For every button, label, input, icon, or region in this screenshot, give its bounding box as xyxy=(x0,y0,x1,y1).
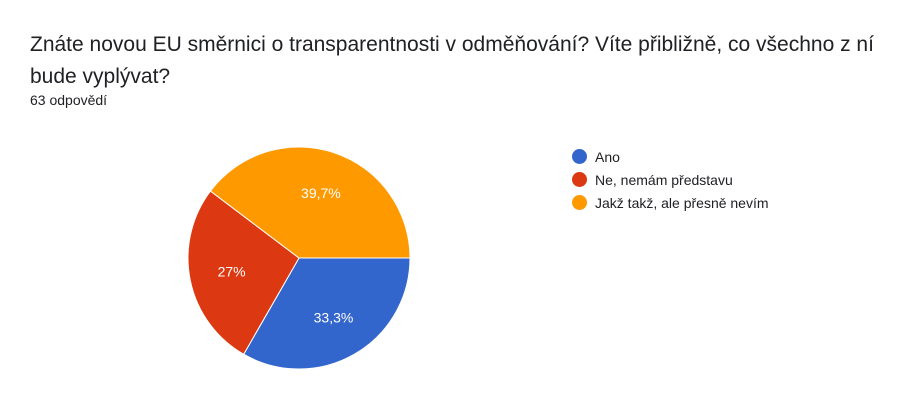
legend-label-1: Ne, nemám představu xyxy=(595,171,733,188)
legend-item-0[interactable]: Ano xyxy=(572,145,769,168)
pie-slice-1[interactable] xyxy=(187,190,300,355)
pie-slice-label-0: 33,3% xyxy=(314,310,354,326)
legend-swatch-2 xyxy=(572,195,587,210)
legend-label-0: Ano xyxy=(595,148,620,165)
legend-item-2[interactable]: Jakž takž, ale přesně nevím xyxy=(572,191,769,214)
legend-swatch-0 xyxy=(572,149,587,164)
legend-label-2: Jakž takž, ale přesně nevím xyxy=(595,194,769,211)
chart-legend: Ano Ne, nemám představu Jakž takž, ale pře… xyxy=(572,145,769,214)
pie-slice-label-2: 39,7% xyxy=(301,185,341,201)
question-title: Znáte novou EU směrnici o transparentnos… xyxy=(30,33,874,88)
pie-slice-0[interactable] xyxy=(243,257,411,370)
pie-slice-label-1: 27% xyxy=(218,264,246,280)
pie-slice-2[interactable] xyxy=(209,146,411,259)
legend-swatch-1 xyxy=(572,172,587,187)
response-count: 63 odpovědí xyxy=(30,92,108,108)
legend-item-1[interactable]: Ne, nemám představu xyxy=(572,168,769,191)
